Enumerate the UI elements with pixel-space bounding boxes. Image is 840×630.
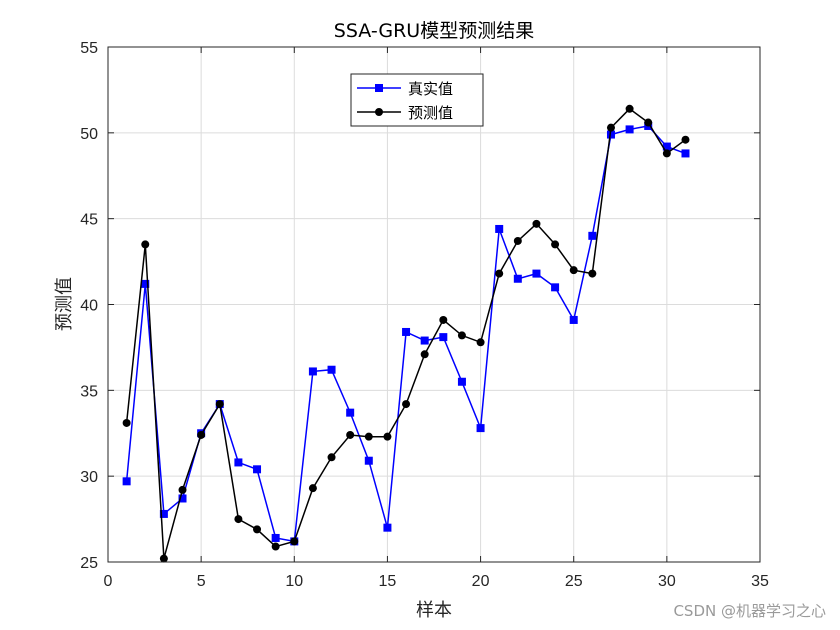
x-tick-label: 5 <box>197 573 206 590</box>
x-tick-label: 0 <box>104 573 113 590</box>
data-point-actual <box>476 424 485 433</box>
data-point-actual <box>588 231 597 240</box>
legend-label-actual: 真实值 <box>408 80 453 98</box>
x-tick-label: 25 <box>565 573 583 590</box>
data-point-actual <box>383 523 392 532</box>
y-tick-label: 55 <box>80 40 98 57</box>
data-point-predicted <box>383 432 392 441</box>
data-point-predicted <box>234 515 243 524</box>
data-point-actual <box>662 142 671 151</box>
y-axis-label: 预测值 <box>54 277 75 331</box>
data-point-actual <box>178 494 187 503</box>
y-tick-label: 35 <box>80 383 98 400</box>
data-point-predicted <box>327 453 336 462</box>
data-point-predicted <box>681 135 690 144</box>
x-tick-label: 10 <box>285 573 303 590</box>
data-point-predicted <box>290 537 299 546</box>
data-point-predicted <box>308 484 317 493</box>
data-point-actual <box>681 149 690 158</box>
legend-marker-actual <box>375 84 383 92</box>
x-tick-label: 15 <box>379 573 397 590</box>
x-tick-label: 35 <box>751 573 769 590</box>
data-point-actual <box>439 333 448 342</box>
data-point-actual <box>234 458 243 467</box>
data-point-actual <box>606 130 615 139</box>
data-point-predicted <box>476 338 485 347</box>
data-point-predicted <box>197 430 206 439</box>
data-point-actual <box>569 315 578 324</box>
data-point-actual <box>141 279 150 288</box>
data-point-actual <box>532 269 541 278</box>
y-tick-label: 30 <box>80 469 98 486</box>
data-point-actual <box>364 456 373 465</box>
data-point-actual <box>122 477 131 486</box>
data-point-actual <box>402 327 411 336</box>
data-point-predicted <box>606 123 615 132</box>
y-tick-label: 40 <box>80 298 98 315</box>
legend: 真实值 预测值 <box>350 73 484 127</box>
data-point-actual <box>308 367 317 376</box>
data-point-actual <box>457 377 466 386</box>
grid <box>108 47 760 562</box>
data-point-predicted <box>588 269 597 278</box>
data-point-predicted <box>420 350 429 359</box>
y-tick-label: 50 <box>80 126 98 143</box>
watermark: CSDN @机器学习之心 <box>673 602 826 620</box>
data-point-predicted <box>215 400 224 409</box>
data-point-predicted <box>495 269 504 278</box>
data-point-predicted <box>644 118 653 127</box>
x-tick-label: 30 <box>658 573 676 590</box>
data-point-actual <box>513 274 522 283</box>
data-point-predicted <box>402 400 411 409</box>
data-point-predicted <box>364 432 373 441</box>
data-point-predicted <box>625 104 634 113</box>
legend-label-predicted: 预测值 <box>408 104 453 122</box>
data-point-predicted <box>159 554 168 563</box>
x-axis-label: 样本 <box>416 600 452 621</box>
x-tick-label: 20 <box>472 573 490 590</box>
data-point-predicted <box>141 240 150 249</box>
data-point-actual <box>159 509 168 518</box>
y-tick-label: 25 <box>80 555 98 572</box>
data-point-predicted <box>439 315 448 324</box>
data-point-actual <box>253 465 262 474</box>
data-point-predicted <box>457 331 466 340</box>
series-layer <box>122 104 690 563</box>
legend-box <box>350 73 484 127</box>
ticks: 0 5 10 15 20 25 30 35 25 30 35 40 45 50 55 <box>80 40 769 590</box>
data-point-predicted <box>662 149 671 158</box>
data-point-actual <box>551 283 560 292</box>
data-point-predicted <box>178 485 187 494</box>
y-tick-label: 45 <box>80 212 98 229</box>
data-point-predicted <box>513 236 522 245</box>
data-point-predicted <box>569 266 578 275</box>
data-point-predicted <box>551 240 560 249</box>
data-point-actual <box>271 533 280 542</box>
data-point-predicted <box>271 542 280 551</box>
data-point-predicted <box>122 418 131 427</box>
data-point-actual <box>495 224 504 233</box>
data-point-actual <box>327 365 336 374</box>
data-point-predicted <box>346 430 355 439</box>
data-point-actual <box>625 125 634 134</box>
legend-marker-predicted <box>375 108 383 116</box>
data-point-actual <box>346 408 355 417</box>
data-point-predicted <box>532 219 541 228</box>
chart-title: SSA-GRU模型预测结果 <box>334 20 534 42</box>
data-point-predicted <box>253 525 262 534</box>
data-point-actual <box>420 336 429 345</box>
